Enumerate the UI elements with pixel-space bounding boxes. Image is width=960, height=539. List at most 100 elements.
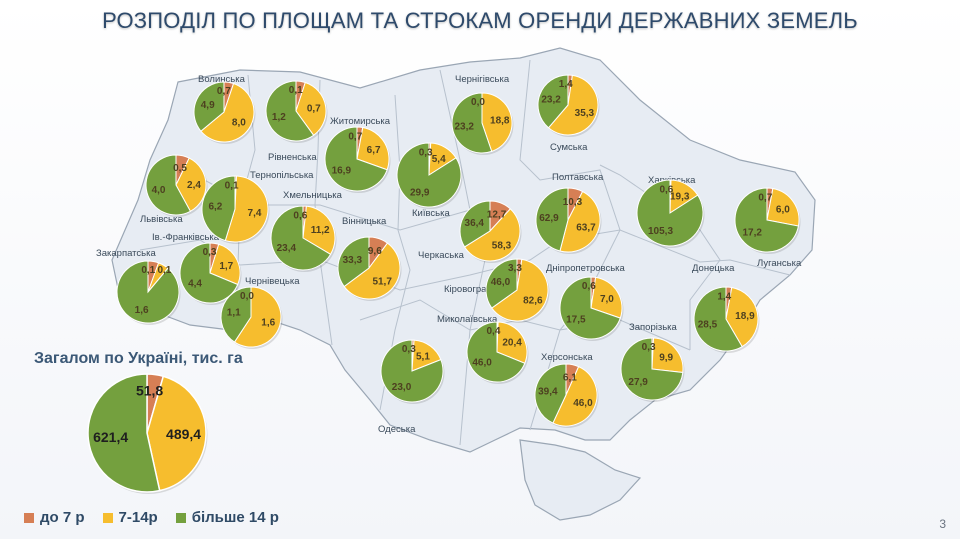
region-16-label-long: 1,1: [227, 307, 241, 318]
region-16-label-short: 0,0: [240, 291, 254, 302]
region-22-name: Херсонська: [541, 352, 593, 363]
region-21-pie: 0,35,1 23,0: [380, 339, 445, 404]
region-2-name: Житомирська: [330, 116, 391, 127]
region-22-slice-long: [534, 363, 567, 424]
legend-item-long: більше 14 р: [175, 509, 279, 526]
region-22-label-mid: 46,0: [573, 398, 593, 409]
region-3-slice-mid: [481, 92, 513, 153]
region-9-name: Полтавська: [552, 172, 604, 183]
region-20-name: Миколаївська: [437, 314, 498, 325]
region-18-pie: 0,6 7,0 17,5: [559, 276, 624, 341]
region-14-label-mid: 1,7: [219, 261, 233, 272]
legend-swatch-mid: [102, 512, 113, 523]
region-3-label-long: 23,2: [455, 121, 475, 132]
region-2-label-long: 16,9: [332, 166, 352, 177]
region-12-pie: 12,7 58,3 36,4: [459, 200, 522, 263]
region-3-label-mid: 18,8: [490, 116, 510, 127]
region-12-slice-mid: [463, 208, 521, 262]
region-18-label-short: 0,6: [582, 281, 596, 292]
region-11-label-short: 0,7: [758, 192, 772, 203]
region-21-name: Одеська: [378, 424, 416, 435]
region-border: [379, 94, 411, 411]
region-22-label-short: 6,1: [563, 372, 577, 383]
region-2-label-short: 0,7: [348, 131, 362, 142]
region-2-pie: 0,7 6,7 16,9: [324, 126, 391, 193]
region-15-label-short: 0,1: [141, 265, 155, 276]
region-3-slice-long: [451, 92, 493, 154]
region-20-slice-mid: [496, 321, 528, 364]
region-1-pie: 0,1 0,7 1,2: [265, 80, 328, 143]
region-1-slice-long: [265, 80, 315, 142]
region-11-slice-long: [734, 187, 800, 253]
region-0-name: Волинська: [198, 74, 246, 85]
region-8-label-long: 29,9: [410, 187, 430, 198]
total-slice-mid: [146, 375, 207, 492]
region-23-slice-mid: [651, 337, 684, 373]
region-9-slice-mid: [559, 190, 601, 253]
region-4-slice-mid: [547, 74, 599, 136]
region-16-pie: 0,0 1,6 1,1: [220, 286, 283, 349]
region-17-label-long: 46,0: [491, 277, 511, 288]
region-2-slice-long: [324, 126, 388, 192]
region-5-pie: 0,52,4 4,0: [145, 154, 208, 217]
region-10-label-long: 105,3: [648, 226, 673, 237]
region-20-slice-long: [466, 321, 526, 383]
region-7-label-short: 0,6: [293, 210, 307, 221]
region-10-label-short: 0,6: [659, 185, 673, 196]
region-6-label-mid: 7,4: [248, 208, 262, 219]
region-19-slice-long: [693, 286, 743, 352]
region-1-label-long: 1,2: [272, 112, 286, 123]
region-20-label-long: 46,0: [472, 358, 492, 369]
total-slice-long: [87, 373, 161, 493]
region-22-label-long: 39,4: [538, 386, 558, 397]
region-19-label-long: 28,5: [698, 320, 718, 331]
region-12-label-mid: 58,3: [492, 240, 512, 251]
legend: до 7 р 7-14р більше 14 р: [24, 509, 279, 526]
region-17-slice-mid: [491, 258, 549, 322]
region-15-label-long: 1,6: [135, 305, 149, 316]
region-5-slice-long: [145, 154, 192, 216]
region-7-name: Хмельницька: [283, 190, 343, 201]
region-17-label-mid: 82,6: [523, 295, 543, 306]
page-number: 3: [939, 517, 946, 531]
region-6-name: Тернопільська: [250, 170, 314, 181]
region-14-pie: 0,31,7 4,4: [179, 242, 242, 305]
region-5-label-short: 0,5: [173, 163, 187, 174]
region-15-slice-long: [116, 260, 180, 324]
region-1-slice-mid: [295, 81, 327, 136]
region-border: [599, 164, 721, 350]
region-0-slice-mid: [200, 82, 255, 143]
region-4-label-short: 1,4: [559, 79, 573, 90]
region-0-label-short: 0,7: [217, 86, 231, 97]
region-18-name: Дніпропетровська: [546, 263, 626, 274]
region-5-label-long: 4,0: [152, 185, 166, 196]
region-17-pie: 3,3 82,6 46,0: [485, 258, 550, 323]
region-13-label-short: 9,6: [368, 246, 382, 257]
legend-label-mid: 7-14р: [118, 509, 158, 526]
region-8-label-mid: 5,4: [432, 154, 446, 165]
region-14-label-long: 4,4: [188, 279, 202, 290]
region-13-slice-mid: [343, 242, 401, 300]
region-18-label-mid: 7,0: [600, 294, 614, 305]
region-11-name: Луганська: [757, 258, 802, 269]
region-23-label-short: 0,3: [642, 342, 656, 353]
region-5-label-mid: 2,4: [187, 180, 201, 191]
region-19-name: Донецька: [692, 263, 735, 274]
region-4-label-long: 23,2: [541, 94, 561, 105]
region-10-slice-long: [636, 179, 704, 247]
region-3-label-short: 0,0: [471, 97, 485, 108]
crimea-outline: [519, 439, 642, 521]
region-0-label-long: 4,9: [201, 100, 215, 111]
region-11-pie: 0,7 6,0 17,2: [734, 187, 801, 254]
region-13-label-long: 33,3: [343, 255, 363, 266]
region-1-label-short: 0,1: [289, 85, 303, 96]
region-14-label-short: 0,3: [203, 247, 217, 258]
region-1-name: Рівненська: [268, 152, 317, 163]
region-1-label-mid: 0,7: [307, 104, 321, 115]
region-15-pie: 0,1 0,1 1,6: [116, 260, 181, 325]
region-4-slice-long: [537, 74, 569, 129]
region-12-label-long: 36,4: [465, 218, 485, 229]
region-17-name: Кіровоградська: [444, 284, 512, 295]
region-5-name: Львівська: [140, 214, 183, 225]
